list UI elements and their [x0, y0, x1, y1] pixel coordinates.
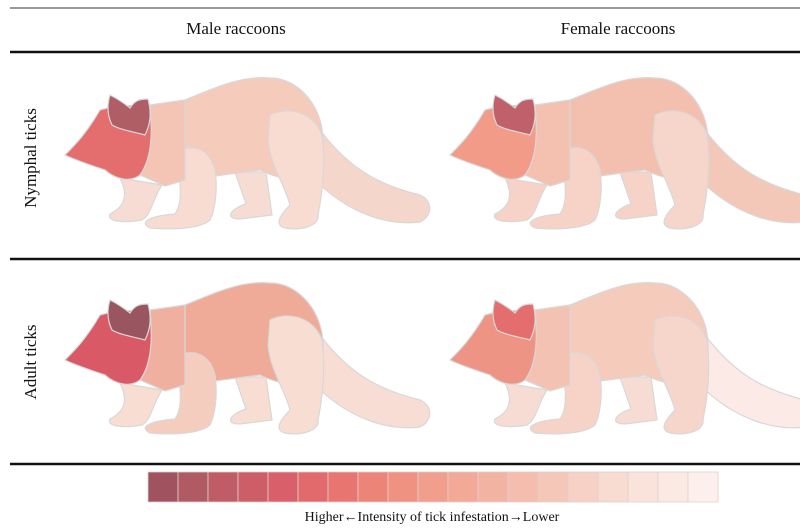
legend-swatch — [388, 472, 418, 502]
legend-swatch — [178, 472, 208, 502]
raccoon-tail — [700, 130, 800, 223]
legend-swatch — [448, 472, 478, 502]
legend-caption: Higher←Intensity of tick infestation→Low… — [305, 510, 560, 525]
raccoon-hind-leg — [653, 111, 709, 229]
legend-swatch — [358, 472, 388, 502]
figure: Male raccoons Female raccoons Nymphal ti… — [0, 0, 800, 529]
legend-swatch — [298, 472, 328, 502]
legend-swatch — [688, 472, 718, 502]
column-header: Male raccoons — [186, 19, 286, 38]
legend-swatch — [628, 472, 658, 502]
raccoon — [450, 283, 800, 434]
raccoon-hind-leg — [268, 316, 324, 434]
legend-swatch — [508, 472, 538, 502]
raccoon — [450, 78, 800, 229]
legend-swatch — [238, 472, 268, 502]
row-label: Adult ticks — [21, 324, 40, 399]
raccoon-tail — [700, 335, 800, 428]
raccoon-tail — [315, 335, 430, 428]
legend-swatch — [538, 472, 568, 502]
legend-swatch — [418, 472, 448, 502]
legend-swatch — [208, 472, 238, 502]
raccoon-hind-leg — [268, 111, 324, 229]
legend-swatch — [478, 472, 508, 502]
column-header: Female raccoons — [561, 19, 676, 38]
raccoon — [65, 283, 430, 434]
legend-swatch — [328, 472, 358, 502]
legend-swatch — [658, 472, 688, 502]
raccoon — [65, 78, 430, 229]
legend-swatch — [148, 472, 178, 502]
legend-swatch — [598, 472, 628, 502]
legend-swatch — [268, 472, 298, 502]
raccoon-hind-leg — [653, 316, 709, 434]
raccoon-tail — [315, 130, 430, 223]
legend-swatch — [568, 472, 598, 502]
row-label: Nymphal ticks — [21, 108, 40, 208]
